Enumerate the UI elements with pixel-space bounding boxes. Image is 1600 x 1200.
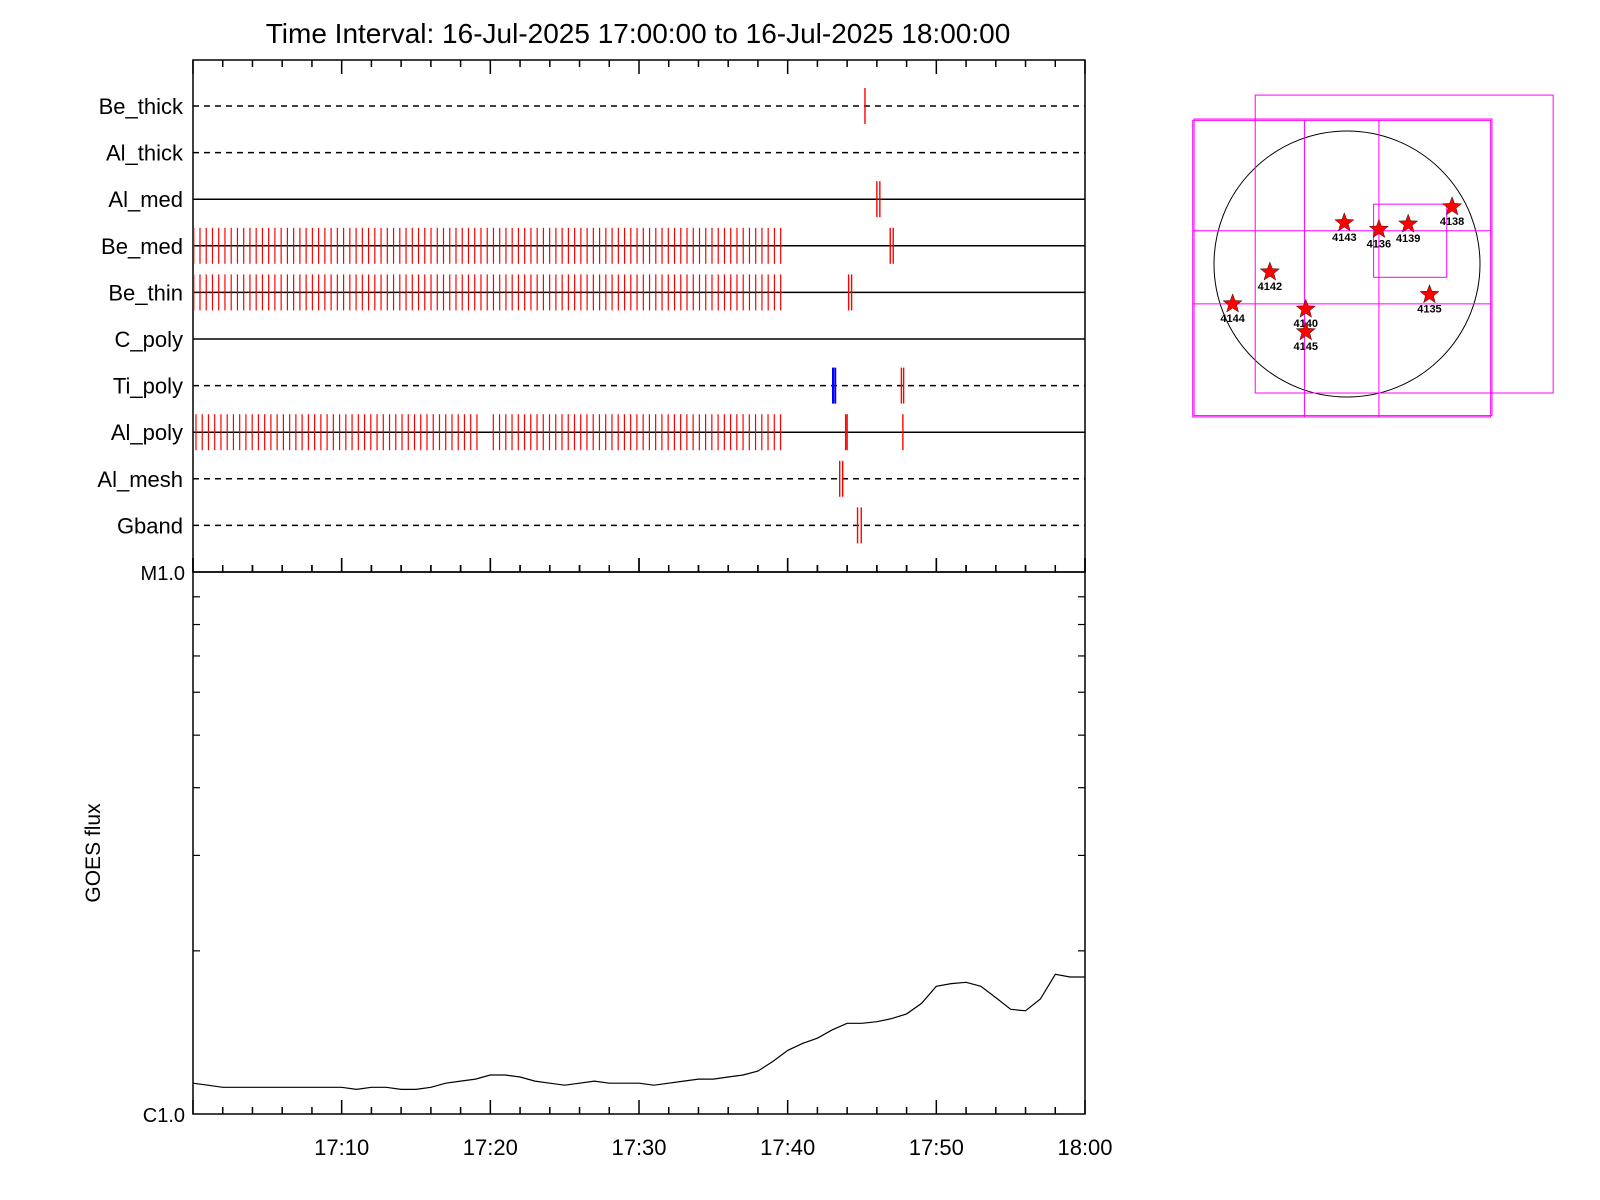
goes-y-tick-label: M1.0 — [141, 563, 185, 585]
goes-frame — [192, 571, 1086, 1115]
channel-label: Be_thick — [99, 94, 184, 119]
active-region-star-icon — [1398, 213, 1419, 233]
active-region-label: 4145 — [1294, 341, 1318, 353]
active-region-star-icon — [1442, 196, 1463, 216]
exposure-timeline-panel: Be_thick Al_thick Al_med Be_med Be_thin C_pol… — [97, 59, 1086, 573]
goes-x-tick-label: 17:40 — [760, 1135, 815, 1160]
channel-label: Al_poly — [111, 420, 183, 445]
active-region-star-icon — [1419, 284, 1440, 304]
sun-pointing-map: 413841434136413941424135414441404145 — [1192, 94, 1554, 418]
goes-x-tick-label: 17:30 — [611, 1135, 666, 1160]
solar-disk — [1213, 130, 1481, 398]
active-region-star-icon — [1295, 321, 1316, 341]
goes-x-tick-label: 17:50 — [909, 1135, 964, 1160]
active-region-label: 4136 — [1367, 238, 1391, 250]
goes-x-tick-label: 17:10 — [314, 1135, 369, 1160]
goes-flux-line — [192, 973, 1085, 1091]
active-region-label: 4143 — [1332, 232, 1356, 244]
active-region-star-icon — [1368, 218, 1389, 238]
fov-box — [1192, 119, 1492, 418]
active-region-star-icon — [1222, 293, 1243, 313]
goes-x-tick-label: 18:00 — [1057, 1135, 1112, 1160]
fov-box — [1373, 203, 1448, 278]
active-region-label: 4139 — [1396, 233, 1420, 245]
timeline-frame — [192, 59, 1086, 573]
chart-title: Time Interval: 16-Jul-2025 17:00:00 to 1… — [266, 18, 1011, 49]
channel-label: Al_mesh — [97, 467, 183, 492]
active-region-label: 4135 — [1417, 304, 1441, 316]
goes-y-axis-label: GOES flux — [82, 803, 105, 903]
active-region-star-icon — [1334, 212, 1355, 232]
fov-box — [1193, 118, 1493, 417]
channel-label: Be_med — [101, 234, 183, 259]
active-region-star-icon — [1259, 261, 1280, 281]
goes-x-tick-label: 17:20 — [463, 1135, 518, 1160]
fov-box — [1254, 94, 1554, 394]
active-region-label: 4138 — [1440, 216, 1464, 228]
channel-label: Ti_poly — [113, 374, 183, 399]
channel-label: Al_med — [108, 187, 183, 212]
goes-y-tick-label: C1.0 — [143, 1105, 185, 1127]
channel-label: Al_thick — [106, 141, 184, 166]
goes-flux-panel: M1.0 C1.0 17:10 17:20 17:30 17:40 17:50 18:00 GO… — [82, 558, 1113, 1160]
active-region-label: 4144 — [1220, 313, 1245, 325]
active-region-label: 4142 — [1258, 281, 1282, 293]
channel-label: Gband — [117, 513, 183, 538]
channel-label: Be_thin — [108, 280, 183, 305]
active-region-star-icon — [1295, 298, 1316, 318]
channel-label: C_poly — [115, 327, 183, 352]
